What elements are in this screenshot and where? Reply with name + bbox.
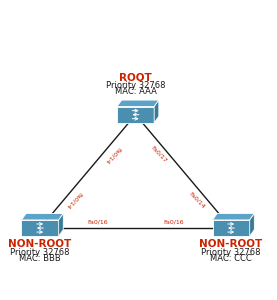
Polygon shape (212, 214, 254, 220)
Text: Fa0/14: Fa0/14 (65, 190, 83, 209)
Polygon shape (212, 220, 250, 236)
Text: ROOT: ROOT (119, 73, 152, 83)
Text: Priority 32768: Priority 32768 (106, 81, 165, 90)
Polygon shape (59, 214, 63, 236)
Text: MAC: BBB: MAC: BBB (19, 254, 61, 263)
Text: SW1: SW1 (158, 124, 177, 133)
Text: Fa0/17: Fa0/17 (150, 145, 168, 164)
Polygon shape (117, 100, 159, 106)
Text: NON-ROOT: NON-ROOT (8, 239, 72, 249)
Text: MAC: CCC: MAC: CCC (210, 254, 252, 263)
Polygon shape (117, 106, 154, 123)
Text: Priority 32768: Priority 32768 (10, 248, 70, 257)
Polygon shape (250, 214, 254, 236)
Text: Fa0/16: Fa0/16 (163, 219, 184, 224)
Polygon shape (22, 214, 63, 220)
Text: Fa0/16: Fa0/16 (87, 219, 108, 224)
Text: Fa0/14: Fa0/14 (103, 145, 121, 164)
Text: MAC: AAA: MAC: AAA (115, 87, 157, 96)
Polygon shape (154, 100, 159, 123)
Text: SW3: SW3 (253, 238, 272, 247)
Text: NON-ROOT: NON-ROOT (199, 239, 263, 249)
Text: Priority 32768: Priority 32768 (201, 248, 261, 257)
Text: SW2: SW2 (62, 238, 81, 247)
Polygon shape (22, 220, 59, 236)
Text: Fa0/14: Fa0/14 (188, 190, 206, 209)
